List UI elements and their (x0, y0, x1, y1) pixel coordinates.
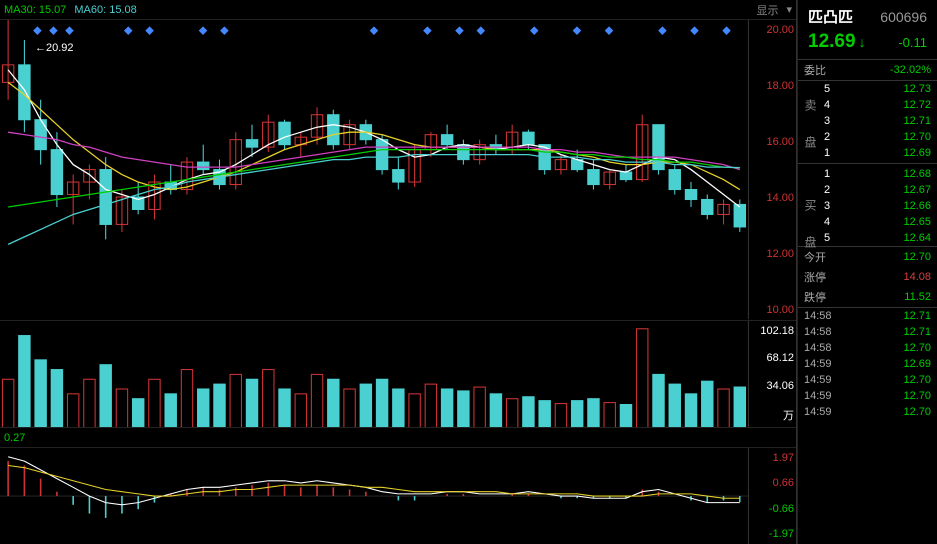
down-arrow-icon: ↓ (859, 34, 866, 50)
stock-price: 12.69 (808, 31, 856, 52)
tick-row: 14:5812.70 (798, 340, 937, 356)
stock-name: 匹凸匹 (808, 6, 853, 27)
ask-row: 512.73 (798, 81, 937, 97)
tick-row: 14:5912.70 (798, 372, 937, 388)
chart-header: MA30: 15.07 MA60: 15.08 显示 ▾ (0, 0, 796, 19)
order-book: 卖 盘 512.73412.72312.71212.70112.69 买 盘 1… (798, 81, 937, 247)
dropdown-icon[interactable]: ▾ (786, 3, 792, 16)
display-button[interactable]: 显示 (756, 2, 778, 18)
info-row: 涨停14.08 (798, 267, 937, 287)
side-panel: 匹凸匹 600696 12.69 ↓ -0.11 委比 -32.02% 卖 盘 … (797, 0, 937, 544)
bid-row: 212.67 (798, 182, 937, 198)
volume-pane[interactable]: 102.1868.1234.06万 (0, 320, 796, 428)
macd-header: 0.27 (0, 427, 796, 446)
tick-row: 14:5912.69 (798, 356, 937, 372)
tick-row: 14:5912.70 (798, 388, 937, 404)
tick-row: 14:5812.71 (798, 324, 937, 340)
candlestick-pane[interactable]: 20.0018.0016.0014.0012.0010.00 ←20.92 (0, 19, 796, 319)
macd-pane[interactable]: 1.970.66-0.66-1.97 (0, 447, 796, 544)
peak-label: ←20.92 (35, 42, 74, 54)
stock-change: -0.11 (898, 35, 927, 50)
tick-row: 14:5912.70 (798, 404, 937, 420)
stock-code: 600696 (880, 9, 927, 25)
info-row: 跌停11.52 (798, 287, 937, 307)
tick-row: 14:5812.71 (798, 308, 937, 324)
bid-row: 112.68 (798, 166, 937, 182)
ratio-value: -32.02% (890, 64, 931, 76)
ratio-label: 委比 (804, 62, 826, 78)
